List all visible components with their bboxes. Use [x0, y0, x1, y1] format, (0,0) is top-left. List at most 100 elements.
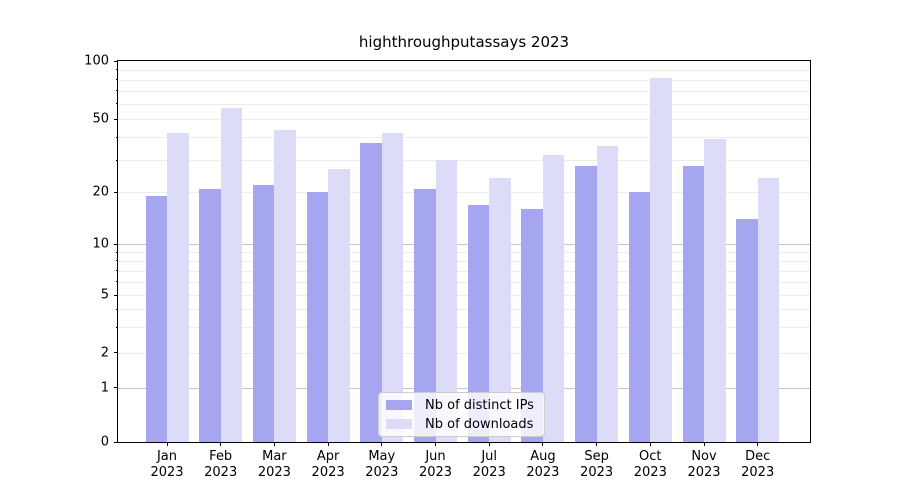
bar-downloads-oct	[650, 77, 672, 442]
x-tick-mark-feb	[220, 442, 222, 446]
x-tick-mark-may	[381, 442, 383, 446]
x-tick-mark-nov	[703, 442, 705, 446]
y-tick-mark-100	[114, 60, 118, 62]
bar-ips-feb	[199, 188, 221, 442]
gridline-minor-4	[118, 309, 810, 311]
y-tick-label-20: 20	[92, 184, 109, 200]
bar-ips-apr	[306, 192, 329, 442]
bar-downloads-may	[381, 133, 404, 442]
bar-ips-may	[360, 143, 382, 442]
bar-ips-jul	[467, 204, 490, 442]
y-minor-tick-mark-60	[116, 103, 118, 105]
bar-downloads-aug	[542, 154, 565, 442]
gridline-minor-50	[118, 119, 810, 121]
x-tick-label-may: May 2023	[365, 449, 399, 480]
y-tick-label-10: 10	[92, 236, 109, 252]
bar-downloads-jun	[435, 160, 457, 442]
gridline-major-10	[118, 244, 810, 246]
y-tick-mark-1	[114, 387, 118, 389]
y-minor-tick-mark-30	[116, 159, 118, 161]
x-tick-mark-apr	[327, 442, 329, 446]
x-tick-label-feb: Feb 2023	[204, 449, 238, 480]
x-tick-label-nov: Nov 2023	[687, 449, 721, 480]
y-minor-tick-mark-8	[116, 260, 118, 262]
x-tick-label-aug: Aug 2023	[526, 449, 560, 480]
y-minor-tick-mark-6	[116, 281, 118, 283]
gridline-major-1	[118, 387, 810, 389]
y-minor-tick-mark-3	[116, 326, 118, 328]
bar-ips-sep	[575, 165, 597, 442]
y-tick-mark-0	[114, 441, 118, 443]
x-tick-mark-jul	[488, 442, 490, 446]
x-tick-label-dec: Dec 2023	[741, 449, 775, 480]
bar-downloads-apr	[328, 168, 350, 442]
legend-label-downloads: Nb of downloads	[425, 416, 534, 432]
legend-swatch-distinct-ips-icon	[386, 400, 412, 410]
gridline-minor-40	[118, 137, 810, 139]
y-tick-mark-50	[114, 118, 118, 120]
y-minor-tick-mark-9	[116, 251, 118, 253]
bar-ips-jun	[414, 188, 436, 442]
x-tick-mark-jun	[435, 442, 436, 446]
bar-ips-jan	[145, 196, 167, 442]
x-tick-label-sep: Sep 2023	[580, 449, 614, 480]
y-minor-tick-mark-70	[116, 90, 118, 92]
bar-ips-nov	[682, 165, 704, 442]
y-tick-label-2: 2	[100, 345, 109, 361]
x-tick-label-jan: Jan 2023	[150, 449, 184, 480]
x-tick-mark-oct	[649, 442, 651, 446]
bar-downloads-nov	[704, 139, 726, 442]
y-tick-label-5: 5	[100, 287, 109, 303]
bar-ips-mar	[252, 184, 275, 442]
gridline-minor-9	[118, 252, 810, 254]
bar-downloads-feb	[220, 108, 243, 442]
gridline-minor-5	[118, 295, 810, 297]
y-minor-tick-mark-4	[116, 308, 118, 310]
x-tick-label-jul: Jul 2023	[472, 449, 506, 480]
y-minor-tick-mark-80	[116, 79, 118, 81]
gridline-minor-7	[118, 270, 810, 272]
legend-item-downloads: Nb of downloads	[386, 417, 544, 432]
plot-area: 0 1 2 5 10 20 50 100 Jan 2023 Feb 2023 Mar 2023 Apr 202…	[84, 54, 811, 480]
gridline-minor-30	[118, 160, 810, 162]
y-tick-mark-20	[114, 191, 118, 193]
legend: Nb of distinct IPs Nb of downloads	[378, 392, 545, 437]
x-tick-label-oct: Oct 2023	[633, 449, 667, 480]
x-tick-label-jun: Jun 2023	[418, 449, 453, 480]
chart-title: highthroughputassays 2023	[358, 33, 570, 51]
bar-downloads-mar	[274, 129, 296, 442]
x-tick-mark-dec	[757, 442, 759, 446]
gridline-minor-90	[118, 69, 810, 71]
legend-label-distinct-ips: Nb of distinct IPs	[425, 397, 534, 413]
y-tick-label-100: 100	[84, 53, 109, 69]
bar-ips-aug	[521, 209, 543, 442]
gridline-minor-80	[118, 79, 810, 81]
y-tick-label-1: 1	[100, 380, 109, 396]
gridline-minor-8	[118, 260, 810, 262]
gridline-minor-6	[118, 281, 810, 283]
bar-ips-dec	[736, 219, 758, 442]
gridline-minor-3	[118, 327, 810, 329]
y-tick-label-0: 0	[100, 434, 109, 450]
x-tick-mark-mar	[273, 442, 275, 446]
x-tick-mark-aug	[542, 442, 544, 446]
x-tick-mark-sep	[596, 442, 598, 446]
y-minor-tick-mark-7	[116, 270, 118, 272]
legend-swatch-downloads-icon	[386, 419, 412, 429]
bar-downloads-sep	[596, 145, 619, 442]
gridline-minor-20	[118, 192, 810, 194]
bar-downloads-jul	[489, 177, 511, 442]
gridline-minor-60	[118, 103, 810, 105]
x-tick-label-apr: Apr 2023	[311, 449, 345, 480]
y-tick-mark-10	[114, 243, 118, 245]
bar-downloads-jan	[167, 133, 189, 442]
y-tick-mark-2	[114, 352, 118, 354]
x-tick-label-mar: Mar 2023	[257, 449, 291, 480]
x-tick-mark-jan	[166, 442, 168, 446]
bar-downloads-dec	[757, 177, 780, 442]
y-minor-tick-mark-40	[116, 136, 118, 138]
y-tick-mark-5	[114, 294, 118, 296]
y-tick-label-50: 50	[92, 111, 109, 127]
gridline-minor-70	[118, 90, 810, 92]
